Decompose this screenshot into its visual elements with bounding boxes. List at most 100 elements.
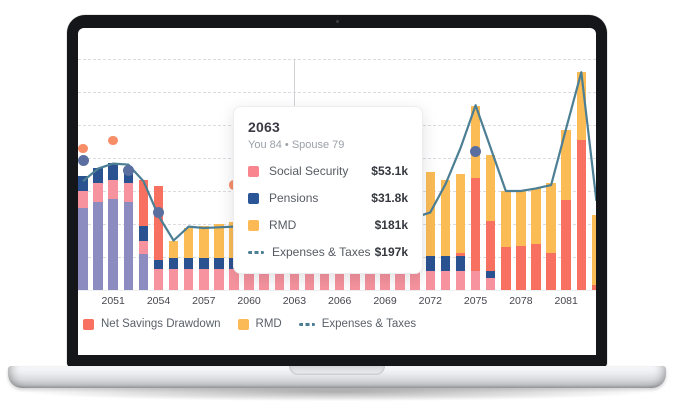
orange-scatter-dot[interactable] bbox=[78, 143, 88, 154]
x-axis-tick-label: 2063 bbox=[282, 295, 307, 307]
bar-2056-rmd[interactable] bbox=[183, 227, 194, 258]
tooltip-row: Pensions $31.8k bbox=[248, 191, 408, 205]
bar-2049-purple[interactable] bbox=[78, 207, 88, 290]
bar-2060-social_security[interactable] bbox=[244, 266, 254, 290]
bar-2053-purple[interactable] bbox=[138, 254, 149, 290]
bar-2055-social_security[interactable] bbox=[168, 269, 179, 290]
chart-tooltip: 2063 You 84 • Spouse 79 Social Security … bbox=[233, 106, 423, 274]
legend-item-net-savings-drawdown[interactable]: Net Savings Drawdown bbox=[83, 318, 221, 330]
bar-2076-net_savings_drawdown[interactable] bbox=[485, 221, 496, 271]
bar-2049-social_security[interactable] bbox=[78, 191, 88, 208]
bar-2064-social_security[interactable] bbox=[304, 272, 315, 290]
bar-2072-rmd[interactable] bbox=[425, 171, 436, 256]
bar-2078-rmd[interactable] bbox=[516, 190, 526, 247]
legend-item-label: Expenses & Taxes bbox=[321, 318, 417, 330]
bar-2065-social_security[interactable] bbox=[319, 272, 330, 290]
bar-2057-social_security[interactable] bbox=[199, 269, 209, 290]
bar-2049-pensions[interactable] bbox=[78, 176, 88, 191]
bar-2078-net_savings_drawdown[interactable] bbox=[516, 246, 526, 290]
laptop-base bbox=[8, 366, 666, 388]
orange-scatter-dot[interactable] bbox=[108, 135, 118, 146]
bar-2059-social_security[interactable] bbox=[229, 269, 239, 290]
tooltip-anchor-line bbox=[293, 59, 295, 106]
bar-2077-net_savings_drawdown[interactable] bbox=[501, 247, 511, 290]
bar-2074-social_security[interactable] bbox=[455, 270, 466, 290]
bar-2051-purple[interactable] bbox=[108, 199, 118, 290]
bar-2077-rmd[interactable] bbox=[501, 191, 511, 248]
bar-2080-net_savings_drawdown[interactable] bbox=[546, 253, 556, 290]
bar-2083-rmd[interactable] bbox=[591, 215, 596, 286]
bar-2058-rmd[interactable] bbox=[214, 224, 224, 258]
bar-2054-pensions[interactable] bbox=[153, 259, 164, 270]
bar-2080-rmd[interactable] bbox=[546, 183, 556, 254]
bar-2068-social_security[interactable] bbox=[365, 272, 375, 290]
bar-2055-pensions[interactable] bbox=[168, 257, 179, 270]
bar-2071-social_security[interactable] bbox=[410, 270, 420, 290]
blue-scatter-dot[interactable] bbox=[153, 206, 164, 218]
bar-2072-social_security[interactable] bbox=[425, 270, 436, 290]
bar-2055-rmd[interactable] bbox=[168, 240, 179, 258]
bar-2052-purple[interactable] bbox=[123, 201, 134, 290]
blue-scatter-dot[interactable] bbox=[470, 145, 482, 157]
bar-2057-pensions[interactable] bbox=[199, 257, 209, 270]
gridline bbox=[78, 59, 596, 60]
x-axis-tick-label: 2072 bbox=[418, 295, 442, 307]
rmd-swatch bbox=[237, 318, 249, 330]
bar-2074-pensions[interactable] bbox=[455, 256, 466, 271]
bar-2073-pensions[interactable] bbox=[440, 256, 451, 271]
bar-2050-purple[interactable] bbox=[93, 201, 103, 290]
tooltip-row: Social Security $53.1k bbox=[248, 164, 408, 178]
x-axis-tick-label: 2051 bbox=[101, 295, 125, 307]
bar-2061-social_security[interactable] bbox=[259, 270, 269, 290]
bar-2050-pensions[interactable] bbox=[93, 167, 103, 184]
bar-2074-net_savings_drawdown[interactable] bbox=[455, 253, 466, 256]
bar-2083-net_savings_drawdown[interactable] bbox=[591, 285, 596, 290]
bar-2053-social_security[interactable] bbox=[138, 241, 149, 255]
bar-2073-rmd[interactable] bbox=[440, 180, 451, 256]
bar-2075-rmd[interactable] bbox=[470, 105, 481, 179]
tooltip-row-value: $53.1k bbox=[371, 164, 408, 178]
bar-2072-pensions[interactable] bbox=[425, 256, 436, 271]
bar-2076-social_security[interactable] bbox=[485, 278, 496, 290]
bar-2058-pensions[interactable] bbox=[214, 257, 224, 270]
bar-2067-social_security[interactable] bbox=[350, 272, 360, 290]
bar-2076-rmd[interactable] bbox=[485, 155, 496, 222]
bar-2051-pensions[interactable] bbox=[108, 162, 118, 181]
x-axis-tick-label: 2066 bbox=[328, 295, 352, 307]
bar-2066-social_security[interactable] bbox=[334, 272, 345, 290]
bar-2054-social_security[interactable] bbox=[153, 269, 164, 290]
bar-2056-pensions[interactable] bbox=[183, 257, 194, 270]
bar-2075-net_savings_drawdown[interactable] bbox=[470, 178, 481, 271]
expenses-taxes-dashed-line-icon bbox=[248, 250, 264, 254]
laptop-camera-icon bbox=[335, 20, 339, 23]
bar-2051-social_security[interactable] bbox=[108, 180, 118, 200]
bar-2050-social_security[interactable] bbox=[93, 183, 103, 202]
bar-2053-net_savings_drawdown[interactable] bbox=[138, 180, 149, 227]
bar-2075-social_security[interactable] bbox=[470, 270, 481, 290]
blue-scatter-dot[interactable] bbox=[78, 155, 89, 167]
bar-2057-rmd[interactable] bbox=[199, 226, 209, 258]
bar-2054-net_savings_drawdown[interactable] bbox=[153, 186, 164, 260]
blue-scatter-dot[interactable] bbox=[122, 165, 134, 177]
bar-2052-social_security[interactable] bbox=[123, 183, 134, 202]
chart-legend: Net Savings Drawdown RMD Expenses & Taxe… bbox=[83, 318, 416, 330]
bar-2053-pensions[interactable] bbox=[138, 226, 149, 242]
bar-2081-rmd[interactable] bbox=[561, 129, 571, 200]
bar-2081-net_savings_drawdown[interactable] bbox=[561, 199, 571, 290]
bar-2069-social_security[interactable] bbox=[380, 271, 390, 290]
bar-2076-pensions[interactable] bbox=[485, 270, 496, 279]
bar-2082-net_savings_drawdown[interactable] bbox=[576, 139, 587, 290]
bar-2074-rmd[interactable] bbox=[455, 174, 466, 254]
legend-item-rmd[interactable]: RMD bbox=[237, 318, 282, 330]
bar-2058-social_security[interactable] bbox=[214, 269, 224, 290]
bar-2079-net_savings_drawdown[interactable] bbox=[531, 244, 541, 290]
bar-2070-social_security[interactable] bbox=[395, 270, 405, 290]
bar-2056-social_security[interactable] bbox=[183, 269, 194, 290]
bar-2062-social_security[interactable] bbox=[274, 271, 285, 290]
bar-2063-social_security[interactable] bbox=[289, 272, 300, 290]
legend-item-expenses-taxes[interactable]: Expenses & Taxes bbox=[298, 318, 417, 330]
bar-2082-rmd[interactable] bbox=[576, 71, 587, 140]
bar-2079-rmd[interactable] bbox=[531, 187, 541, 245]
bar-2073-social_security[interactable] bbox=[440, 270, 451, 290]
